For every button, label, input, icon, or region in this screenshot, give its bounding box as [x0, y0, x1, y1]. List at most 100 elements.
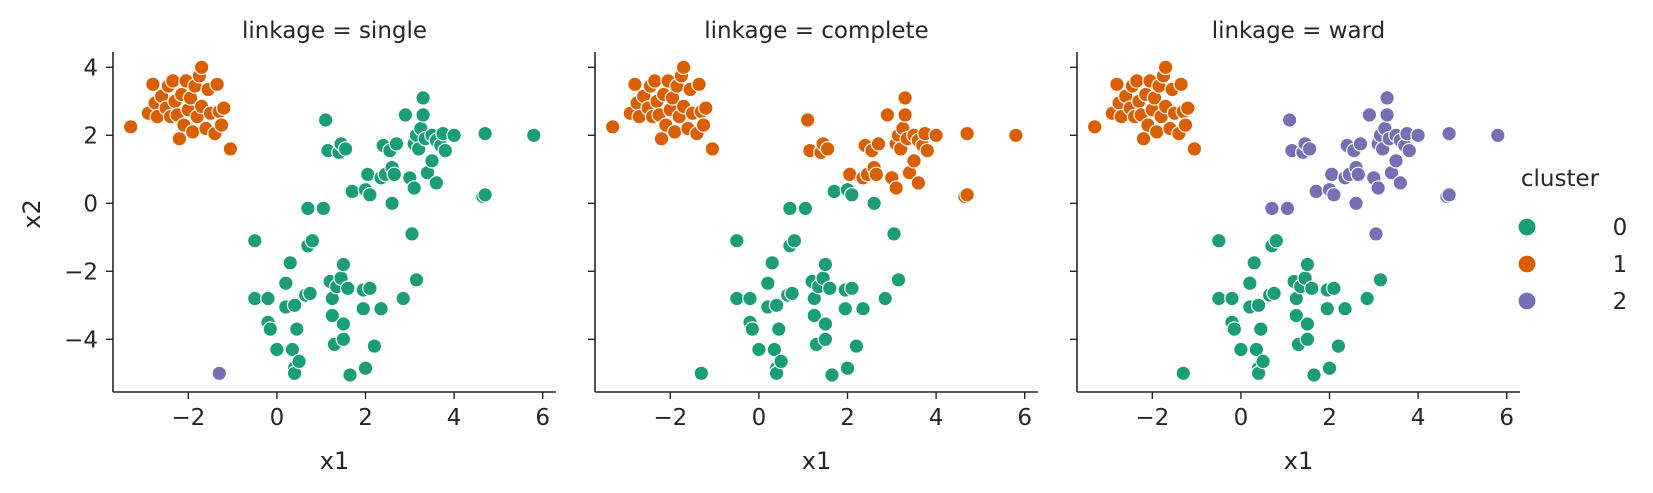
scatter-point	[335, 256, 352, 273]
scatter-point	[910, 175, 927, 191]
scatter-point	[1299, 316, 1316, 332]
scatter-point	[1388, 153, 1404, 169]
scatter-point	[335, 331, 352, 348]
scatter-point	[653, 130, 670, 147]
scatter-point	[477, 125, 493, 142]
scatter-point	[766, 341, 783, 358]
scatter-point	[1250, 297, 1267, 314]
x-tick-label: −2	[653, 405, 687, 431]
scatter-point	[744, 321, 761, 337]
scatter-point	[1308, 183, 1324, 200]
scatter-point	[839, 360, 856, 376]
scatter-point	[1326, 187, 1342, 203]
scatter-point	[291, 353, 307, 370]
scatter-point	[388, 136, 405, 152]
scatter-point	[1109, 76, 1125, 93]
scatter-point	[373, 300, 389, 317]
scatter-point	[919, 142, 936, 159]
x-tick-label: 2	[840, 405, 855, 431]
scatter-point	[759, 275, 776, 291]
panel-complete: linkage = complete −2 0 2 4 6 x1	[588, 18, 1038, 475]
scatter-point	[408, 271, 425, 288]
scatter-point	[1086, 119, 1103, 135]
scatter-point	[415, 107, 431, 123]
scatter-point	[477, 187, 493, 203]
scatter-point	[304, 232, 321, 249]
scatter-point	[222, 141, 239, 157]
x-tick-label: 4	[1411, 405, 1426, 431]
scatter-point	[773, 353, 789, 370]
scatter-point	[806, 307, 823, 324]
scatter-point	[1379, 90, 1395, 106]
scatter-point	[262, 321, 279, 337]
x-tick-label: 0	[752, 405, 767, 431]
scatter-point	[339, 280, 356, 297]
scatter-point	[337, 141, 354, 157]
scatter-point	[165, 73, 181, 89]
scatter-point	[1281, 112, 1298, 128]
scatter-point	[1177, 117, 1194, 133]
x-tick-label: 2	[358, 405, 373, 431]
scatter-point	[782, 200, 798, 217]
scatter-point	[627, 76, 643, 93]
scatter-point	[1372, 271, 1389, 288]
scatter-point	[877, 290, 893, 307]
scatter-point	[213, 117, 230, 133]
scatter-point	[366, 338, 383, 354]
scatter-point	[1242, 275, 1258, 291]
scatter-point	[397, 107, 414, 123]
scatter-point	[357, 360, 374, 376]
x-tick-label: 0	[1234, 405, 1249, 431]
scatter-point	[764, 254, 780, 271]
scatter-point	[844, 280, 860, 297]
x-axis-label: x1	[802, 447, 831, 475]
scatter-point	[1288, 307, 1305, 324]
scatter-point	[1323, 166, 1340, 183]
scatter-point	[693, 365, 710, 382]
scatter-point	[286, 297, 303, 314]
legend-marker	[1517, 254, 1537, 274]
scatter-point	[868, 166, 885, 183]
scatter-point	[1266, 285, 1282, 302]
scatter-point	[1299, 331, 1316, 348]
scatter-point	[1337, 300, 1353, 317]
scatter-point	[1401, 142, 1418, 159]
scatter-point	[1348, 195, 1364, 212]
scatter-point	[1007, 127, 1024, 144]
scatter-point	[184, 124, 201, 140]
scatter-point	[1410, 127, 1426, 144]
scatter-point	[821, 280, 838, 297]
legend-marker	[1517, 291, 1537, 311]
scatter-point	[317, 112, 334, 128]
x-tick-label: 0	[270, 405, 285, 431]
scatter-point	[1392, 175, 1409, 191]
scatter-point	[284, 341, 301, 358]
scatter-point	[1180, 100, 1196, 116]
scatter-point	[1330, 338, 1347, 354]
scatter-point	[1135, 130, 1152, 147]
scatter-point	[897, 90, 913, 106]
panel-single: linkage = single −2 0 2 4 6 −4 −2 0 2 4 x1	[64, 18, 556, 475]
scatter-point	[193, 59, 210, 76]
scatter-point	[1301, 141, 1318, 157]
scatter-point	[1246, 254, 1262, 271]
panel-title: linkage = ward	[1212, 18, 1386, 44]
scatter-point	[282, 254, 298, 271]
scatter-point	[1361, 107, 1378, 123]
scatter-point	[959, 187, 975, 203]
scatter-point	[855, 300, 871, 317]
legend-marker	[1517, 217, 1537, 237]
scatter-point	[1299, 256, 1316, 273]
y-tick-label: 2	[83, 123, 98, 149]
y-axis-label: x2	[18, 199, 46, 228]
scatter-point	[359, 166, 376, 183]
scatter-point	[384, 195, 400, 212]
legend-label: 2	[1613, 289, 1628, 315]
scatter-point	[355, 300, 372, 317]
scatter-point	[704, 141, 721, 157]
scatter-point	[1248, 341, 1265, 358]
scatter-point	[666, 124, 683, 140]
scatter-point	[817, 331, 834, 348]
